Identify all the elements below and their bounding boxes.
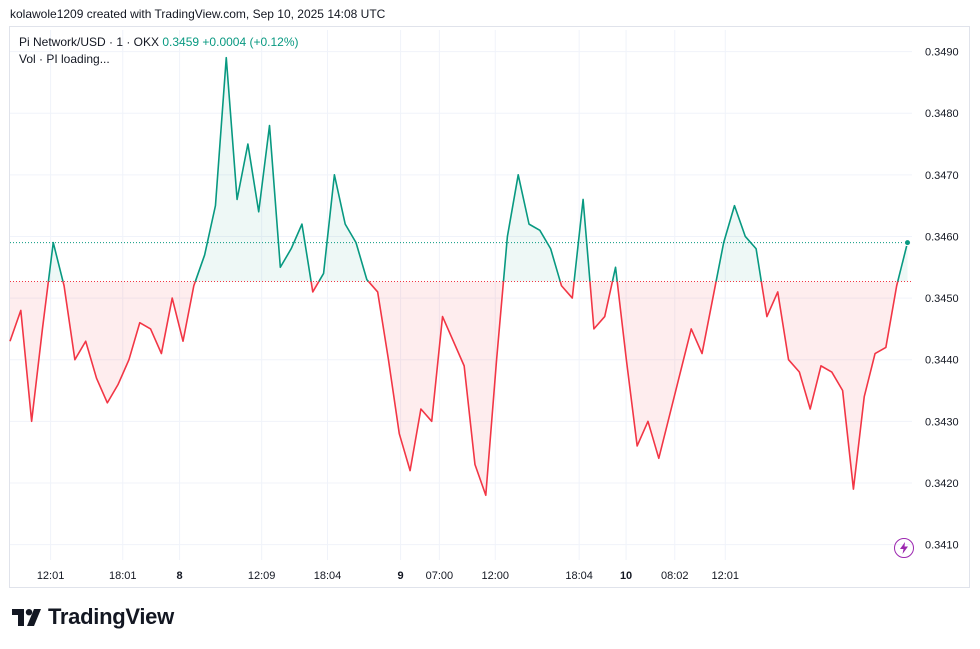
chart-frame xyxy=(9,26,970,588)
tradingview-mark-icon xyxy=(12,608,41,626)
line-segment-up xyxy=(194,56,312,282)
x-axis: 12:01 18:01 8 12:09 18:04 9 07:00 12:00 18:04 10 0… xyxy=(37,570,739,582)
volume-legend: Vol · PI loading... xyxy=(19,52,110,66)
area-above xyxy=(318,174,369,282)
x-tick-label: 18:01 xyxy=(109,570,137,582)
area-above xyxy=(716,205,762,282)
x-tick-label: 12:00 xyxy=(482,570,510,582)
gridlines xyxy=(10,30,912,560)
line-segment-up xyxy=(47,241,64,282)
brand-name: TradingView xyxy=(48,604,174,629)
area-above xyxy=(503,174,561,282)
price-line xyxy=(9,56,911,497)
last-price: 0.3459 xyxy=(162,35,200,49)
line-segment-down xyxy=(367,280,505,497)
area-below xyxy=(560,281,575,299)
line-segment-down xyxy=(559,281,575,299)
line-segment-down xyxy=(62,281,197,404)
area-fills xyxy=(10,57,908,496)
x-tick-label: 12:09 xyxy=(248,570,276,582)
x-tick-label: 12:01 xyxy=(712,570,740,582)
area-below xyxy=(62,281,196,403)
x-tick-label: 12:01 xyxy=(37,570,65,582)
line-segment-up xyxy=(502,174,561,282)
line-segment-up xyxy=(715,204,763,282)
line-segment-down xyxy=(9,281,50,423)
line-segment-down xyxy=(310,281,320,293)
y-tick-label: 0.3490 xyxy=(925,47,959,59)
area-below xyxy=(10,281,49,422)
area-below xyxy=(617,281,717,459)
y-tick-label: 0.3420 xyxy=(925,478,959,490)
tradingview-logo: TradingView xyxy=(12,604,174,630)
last-point-marker xyxy=(903,239,911,247)
area-below xyxy=(589,281,613,329)
y-tick-label: 0.3430 xyxy=(925,416,959,428)
line-segment-up xyxy=(318,174,370,282)
lightning-icon[interactable] xyxy=(894,538,914,558)
line-segment-up xyxy=(611,266,618,282)
y-tick-label: 0.3450 xyxy=(925,293,959,305)
y-tick-label: 0.3470 xyxy=(925,170,959,182)
x-tick-label: 08:02 xyxy=(661,570,689,582)
y-tick-label: 0.3410 xyxy=(925,540,959,552)
symbol-name: Pi Network/USD · 1 · OKX xyxy=(19,35,160,49)
y-tick-label: 0.3440 xyxy=(925,355,959,367)
line-segment-down xyxy=(760,281,899,490)
area-above xyxy=(574,199,590,282)
line-segment-down xyxy=(589,281,614,330)
x-tick-label: 07:00 xyxy=(426,570,454,582)
symbol-legend: Pi Network/USD · 1 · OKX 0.3459 +0.0004 … xyxy=(19,34,299,51)
chart-caption: kolawole1209 created with TradingView.co… xyxy=(10,7,386,21)
line-segment-up xyxy=(573,198,591,282)
line-segment-up xyxy=(896,242,909,282)
y-axis: 0.3490 0.3480 0.3470 0.3460 0.3450 0.3440 0.34… xyxy=(925,47,959,552)
x-tick-label: 18:04 xyxy=(565,570,593,582)
x-tick-label: 8 xyxy=(177,570,183,582)
x-tick-label: 9 xyxy=(398,570,404,582)
x-tick-label: 10 xyxy=(620,570,632,582)
line-segment-down xyxy=(616,281,717,460)
area-above xyxy=(195,57,312,282)
area-below xyxy=(761,281,898,490)
price-change: +0.0004 (+0.12%) xyxy=(202,35,299,49)
area-below xyxy=(368,281,504,496)
y-tick-label: 0.3480 xyxy=(925,108,959,120)
y-tick-label: 0.3460 xyxy=(925,231,959,243)
x-tick-label: 18:04 xyxy=(314,570,342,582)
baseline-line xyxy=(10,242,912,282)
